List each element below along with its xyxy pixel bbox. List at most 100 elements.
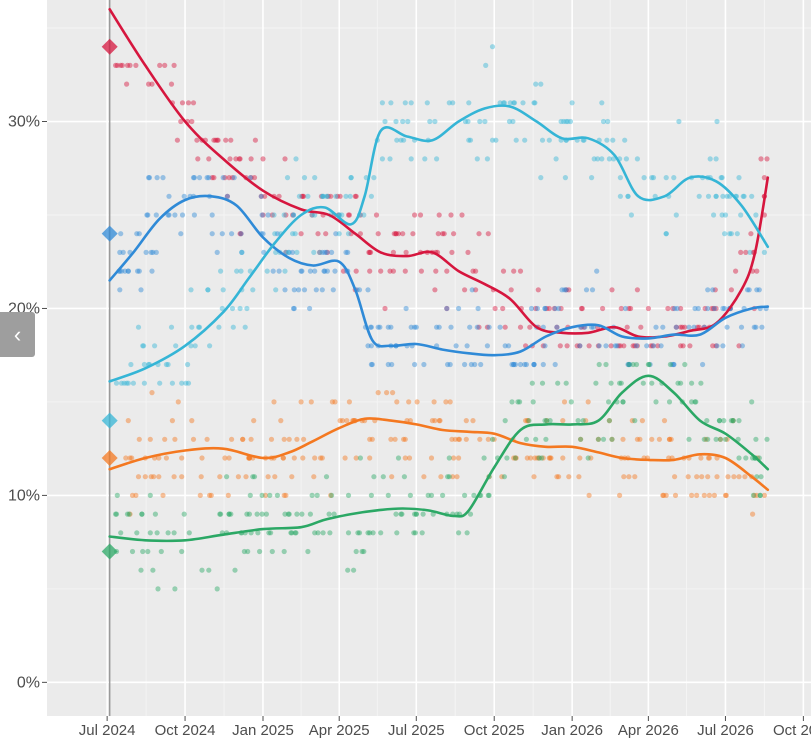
poll-point	[511, 268, 517, 274]
poll-point	[337, 418, 343, 424]
poll-point	[412, 212, 418, 218]
poll-point	[724, 436, 730, 442]
poll-point	[634, 343, 641, 349]
poll-point	[712, 287, 718, 293]
poll-point	[600, 118, 607, 125]
poll-point	[307, 305, 313, 312]
poll-point	[152, 511, 158, 517]
poll-point	[446, 455, 452, 461]
poll-point	[617, 193, 624, 199]
poll-point	[720, 343, 726, 349]
poll-point	[558, 118, 564, 125]
poll-point	[189, 118, 195, 125]
poll-point	[230, 324, 236, 330]
poll-point	[323, 231, 329, 237]
poll-point	[113, 380, 120, 386]
poll-point	[692, 305, 698, 312]
poll-point	[493, 137, 499, 143]
poll-point	[670, 305, 676, 312]
poll-point	[118, 530, 124, 536]
poll-point	[626, 361, 632, 368]
poll-point	[440, 492, 446, 498]
poll-point	[608, 380, 614, 386]
poll-point	[147, 436, 153, 442]
poll-point	[669, 361, 675, 368]
poll-point	[411, 530, 417, 536]
poll-point	[456, 436, 462, 442]
poll-point	[650, 175, 657, 181]
poll-point	[324, 268, 330, 274]
poll-point	[171, 530, 177, 536]
poll-point	[226, 175, 232, 181]
poll-point	[720, 305, 726, 312]
x-tick-label: Oct 2024	[155, 722, 216, 739]
poll-point	[721, 418, 727, 424]
poll-point	[220, 287, 226, 293]
x-axis: Jul 2024 Oct 2024 Jan 2025 Apr 2025 Jul 2025…	[79, 716, 811, 739]
poll-point	[614, 343, 620, 349]
poll-point	[124, 511, 131, 517]
poll-point	[406, 455, 413, 461]
poll-point	[663, 231, 669, 237]
poll-point	[534, 305, 541, 312]
poll-point	[199, 567, 205, 573]
poll-point	[753, 212, 759, 218]
poll-point	[373, 212, 380, 218]
poll-point	[196, 324, 202, 330]
poll-point	[405, 118, 411, 125]
poll-point	[218, 511, 224, 517]
poll-point	[299, 193, 305, 199]
poll-point	[328, 193, 334, 199]
poll-point	[730, 418, 736, 424]
poll-point	[292, 231, 298, 237]
collapse-sidebar-button[interactable]: ‹	[0, 312, 35, 357]
poll-point	[520, 100, 526, 106]
poll-point	[125, 268, 131, 274]
poll-point	[368, 361, 374, 368]
poll-point	[352, 193, 358, 199]
poll-point	[166, 193, 172, 199]
poll-point	[727, 231, 733, 237]
poll-point	[281, 436, 287, 442]
poll-point	[462, 492, 468, 498]
poll-point	[546, 455, 552, 461]
poll-point	[119, 62, 125, 68]
poll-point	[666, 436, 673, 442]
poll-point	[714, 343, 720, 349]
poll-point	[512, 455, 519, 461]
poll-point	[296, 193, 302, 199]
poll-point	[441, 231, 447, 237]
y-tick-label: 0%	[17, 674, 40, 691]
poll-point	[213, 137, 219, 143]
poll-point	[685, 474, 691, 480]
poll-point	[282, 156, 288, 162]
trend-line	[108, 374, 770, 543]
poll-point	[280, 455, 286, 461]
poll-point	[390, 390, 396, 396]
poll-point	[248, 175, 254, 181]
poll-point	[222, 455, 228, 461]
poll-point	[365, 287, 371, 293]
poll-point	[305, 193, 311, 199]
poll-point	[130, 380, 136, 386]
poll-point	[694, 474, 700, 480]
poll-point	[380, 474, 386, 480]
poll-point	[345, 212, 352, 218]
poll-point	[149, 390, 155, 396]
poll-point	[272, 231, 278, 237]
poll-point	[667, 361, 674, 368]
poll-point	[462, 118, 468, 125]
poll-point	[345, 249, 351, 255]
poll-point	[122, 268, 128, 274]
poll-point	[534, 455, 541, 461]
poll-point	[290, 231, 296, 237]
poll-point	[445, 361, 451, 368]
poll-point	[620, 436, 626, 442]
poll-point	[540, 455, 546, 461]
poll-point	[713, 193, 719, 199]
poll-point	[749, 193, 755, 199]
poll-point	[511, 361, 517, 368]
poll-point	[250, 474, 256, 480]
poll-point	[566, 474, 572, 480]
poll-point	[456, 530, 462, 536]
